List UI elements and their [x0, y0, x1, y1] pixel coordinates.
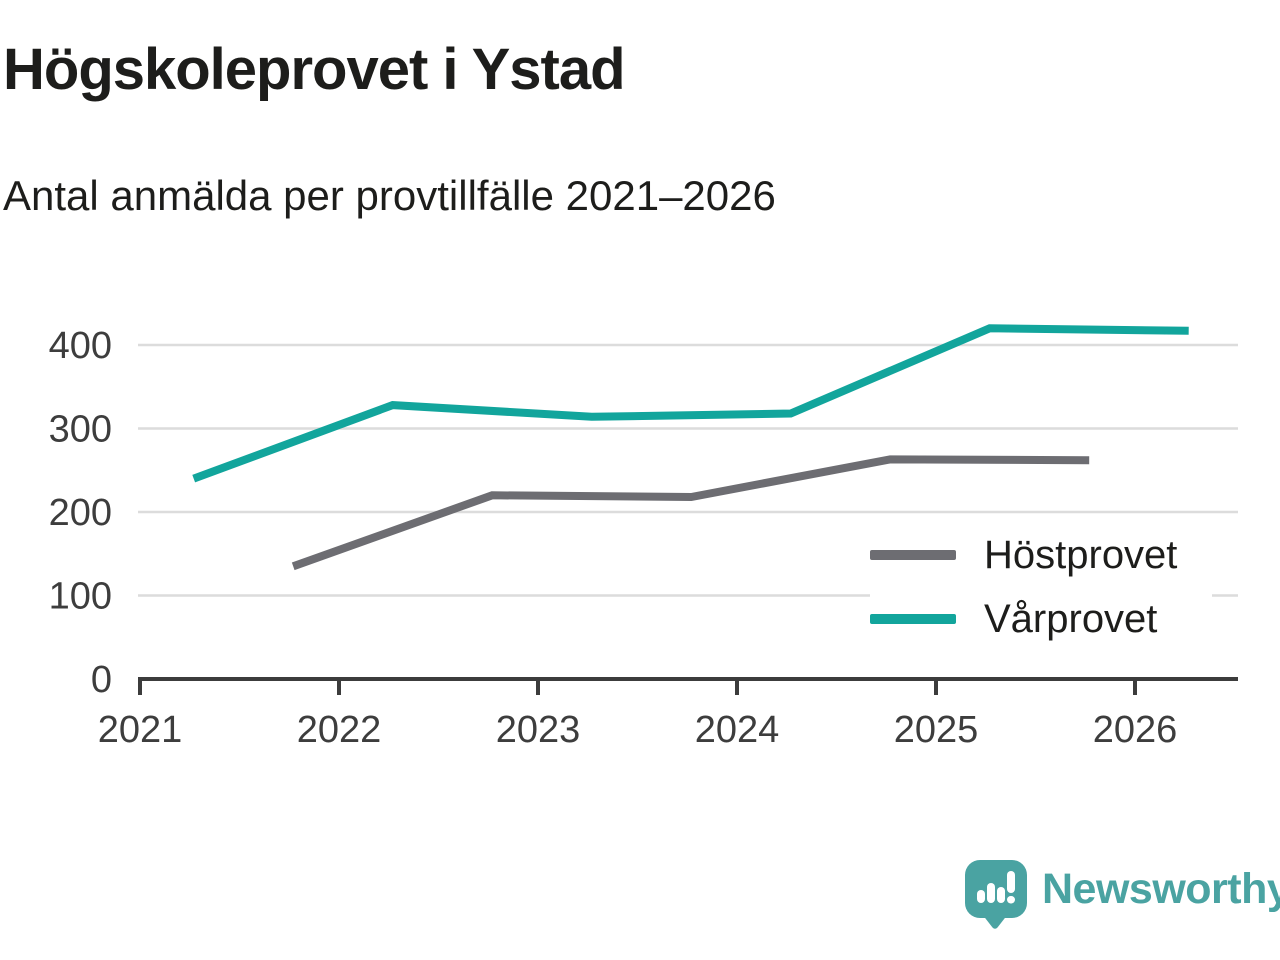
svg-text:200: 200 [49, 492, 112, 534]
svg-text:2022: 2022 [297, 709, 382, 751]
chart-legend: Höstprovet Vårprovet [870, 524, 1212, 650]
hostprovet-line-swatch [870, 550, 956, 560]
newsworthy-branding: Newsworthy [963, 856, 1280, 932]
varprovet-line-swatch [870, 614, 956, 624]
svg-text:2024: 2024 [695, 709, 780, 751]
svg-text:100: 100 [49, 576, 112, 618]
legend-label-hostprovet: Höstprovet [984, 532, 1178, 577]
legend-label-varprovet: Vårprovet [984, 596, 1158, 641]
svg-text:2025: 2025 [894, 709, 979, 751]
svg-text:2021: 2021 [98, 709, 183, 751]
newsworthy-logo-text: Newsworthy [1042, 865, 1280, 913]
chart-subtitle: Antal anmälda per provtillfälle 2021–202… [3, 172, 776, 219]
svg-text:400: 400 [49, 325, 112, 367]
svg-text:0: 0 [91, 659, 112, 701]
legend-item-varprovet: Vårprovet [870, 592, 1212, 646]
legend-item-hostprovet: Höstprovet [870, 528, 1212, 582]
svg-text:2023: 2023 [496, 709, 581, 751]
svg-text:300: 300 [49, 409, 112, 451]
chart-title: Högskoleprovet i Ystad [3, 37, 626, 102]
svg-text:2026: 2026 [1093, 709, 1178, 751]
speech-bubble-bar-chart-icon [965, 860, 1027, 929]
